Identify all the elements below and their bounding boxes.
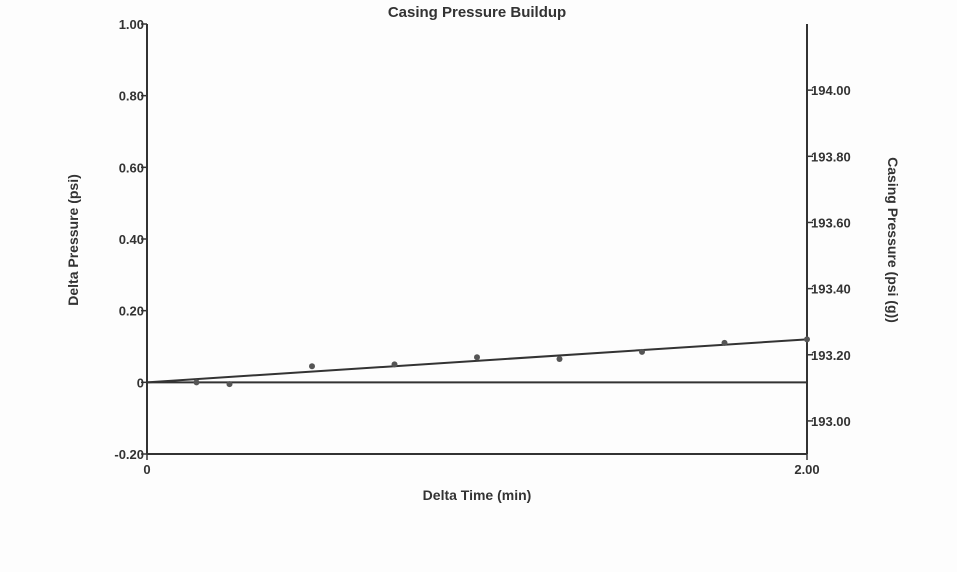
data-point [309, 363, 315, 370]
y-axis-label: Delta Pressure (psi) [65, 174, 81, 306]
data-point [804, 336, 810, 343]
x-axis-label: Delta Time (min) [423, 487, 532, 503]
chart-title: Casing Pressure Buildup [388, 4, 566, 21]
y2-tick-label: 193.00 [811, 414, 851, 429]
y2-tick-label: 193.60 [811, 215, 851, 230]
data-point [556, 356, 563, 363]
y2-tick-label: 193.40 [811, 282, 851, 297]
y-tick-label: 0.40 [119, 232, 144, 247]
data-point [193, 379, 200, 386]
data-point [391, 361, 398, 368]
y2-tick-label: 194.00 [811, 83, 851, 98]
y-tick-label: -0.20 [114, 447, 144, 462]
y-tick-label: 1.00 [119, 17, 144, 32]
y-tick-label: 0.60 [119, 160, 144, 175]
y-tick-label: 0 [137, 375, 144, 390]
x-tick-label: 0 [143, 462, 150, 477]
data-point [721, 339, 728, 346]
trend-line [146, 338, 808, 384]
data-point [639, 348, 645, 355]
y-tick-label: 0.20 [119, 304, 144, 319]
x-tick-label: 2.00 [794, 462, 819, 477]
y2-axis-label: Casing Pressure (psi (g)) [885, 157, 901, 323]
plot-area: -0.2000.200.400.600.801.00193.00193.2019… [114, 17, 850, 477]
y-tick-label: 0.80 [119, 89, 144, 104]
data-point [474, 354, 480, 361]
y2-tick-label: 193.80 [811, 149, 851, 164]
y2-tick-label: 193.20 [811, 348, 851, 363]
data-point [226, 381, 233, 388]
